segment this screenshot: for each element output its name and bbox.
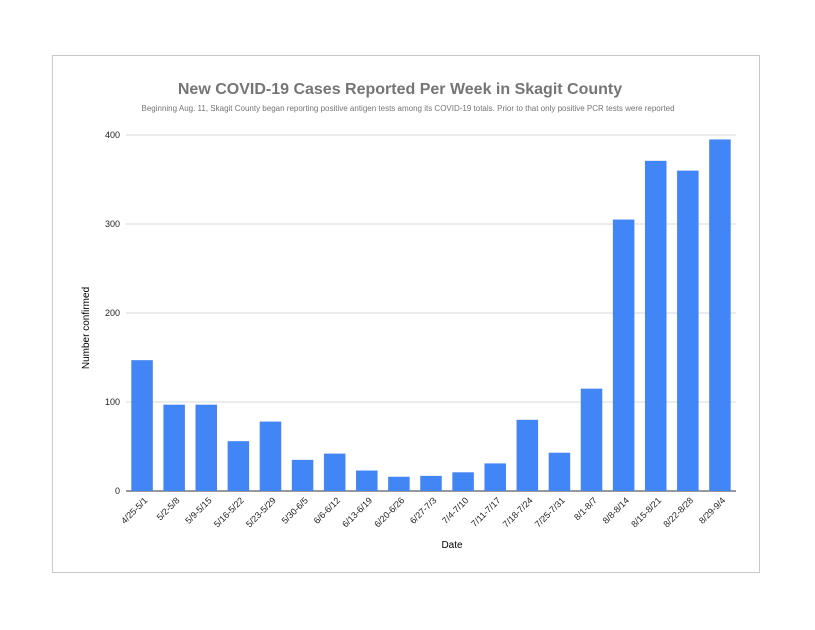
x-tick-label: 6/13-6/19 xyxy=(340,495,374,529)
bar xyxy=(259,421,282,491)
x-tick-label: 8/22-8/28 xyxy=(661,495,695,529)
bar xyxy=(388,476,410,491)
x-tick-label: 5/9-5/15 xyxy=(183,495,213,525)
bar xyxy=(580,388,603,491)
bar xyxy=(195,404,218,491)
x-tick-label: 7/4-7/10 xyxy=(440,495,470,525)
x-tick-label: 8/29-9/4 xyxy=(697,495,727,525)
x-tick-label: 5/2-5/8 xyxy=(155,495,182,522)
x-tick-label: 7/25-7/31 xyxy=(533,495,567,529)
bar xyxy=(452,472,474,491)
y-tick-label: 300 xyxy=(105,219,120,229)
x-tick-label: 5/23-5/29 xyxy=(244,495,278,529)
bar xyxy=(612,219,635,492)
bar xyxy=(420,475,442,491)
bar xyxy=(709,139,731,491)
bar xyxy=(227,441,250,491)
x-tick-label: 6/20-6/26 xyxy=(372,495,406,529)
bar xyxy=(323,453,346,491)
x-tick-label: 6/6-6/12 xyxy=(312,495,342,525)
y-tick-label: 400 xyxy=(105,130,120,140)
bar xyxy=(484,463,506,491)
bar xyxy=(131,360,153,491)
x-tick-label: 6/27-7/3 xyxy=(408,495,438,525)
x-tick-label: 7/18-7/24 xyxy=(501,495,535,529)
x-tick-label: 8/8-8/14 xyxy=(601,495,631,525)
y-tick-label: 100 xyxy=(105,397,120,407)
bar xyxy=(644,160,667,491)
bar xyxy=(356,470,378,491)
x-tick-label: 7/11-7/17 xyxy=(469,495,502,528)
x-tick-label: 5/16-5/22 xyxy=(212,495,246,529)
y-axis-title: Number confirmed xyxy=(81,287,92,369)
bar xyxy=(516,419,539,491)
bar xyxy=(291,459,314,491)
chart-subtitle: Beginning Aug. 11, Skagit County began r… xyxy=(141,104,674,113)
x-axis-title: Date xyxy=(441,540,463,551)
bar xyxy=(677,170,699,491)
chart-title: New COVID-19 Cases Reported Per Week in … xyxy=(178,81,622,98)
x-tick-label: 5/30-6/5 xyxy=(280,495,310,525)
x-tick-label: 8/15-8/21 xyxy=(629,495,663,529)
bar xyxy=(548,452,571,491)
y-tick-label: 200 xyxy=(105,308,120,318)
y-tick-label: 0 xyxy=(115,486,120,496)
x-tick-label: 8/1-8/7 xyxy=(572,495,599,522)
x-tick-label: 4/25-5/1 xyxy=(119,495,149,525)
bar xyxy=(163,404,185,491)
